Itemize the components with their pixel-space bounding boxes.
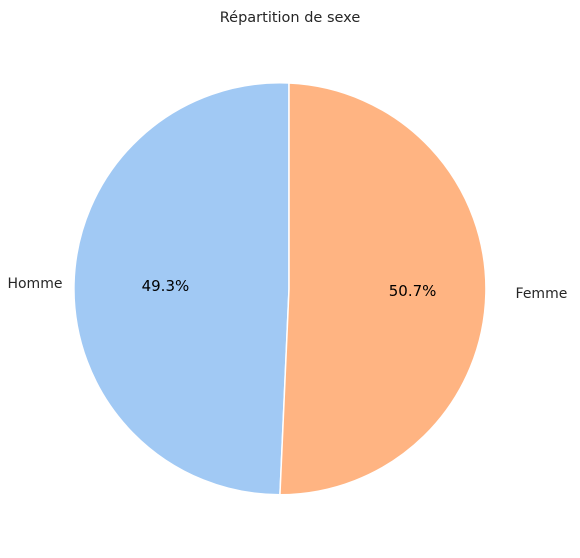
pie-slices (73, 82, 487, 496)
pct-label-homme: 49.3% (142, 277, 190, 295)
chart-title: Répartition de sexe (220, 10, 361, 26)
pct-label-femme: 50.7% (389, 282, 437, 300)
pie-slice-femme (73, 82, 290, 496)
pie-labels: Femme 50.7% Homme 49.3% (7, 276, 567, 302)
slice-label-homme: Homme (7, 276, 62, 292)
pie-slice-homme (279, 82, 487, 496)
slice-label-femme: Femme (516, 286, 568, 302)
